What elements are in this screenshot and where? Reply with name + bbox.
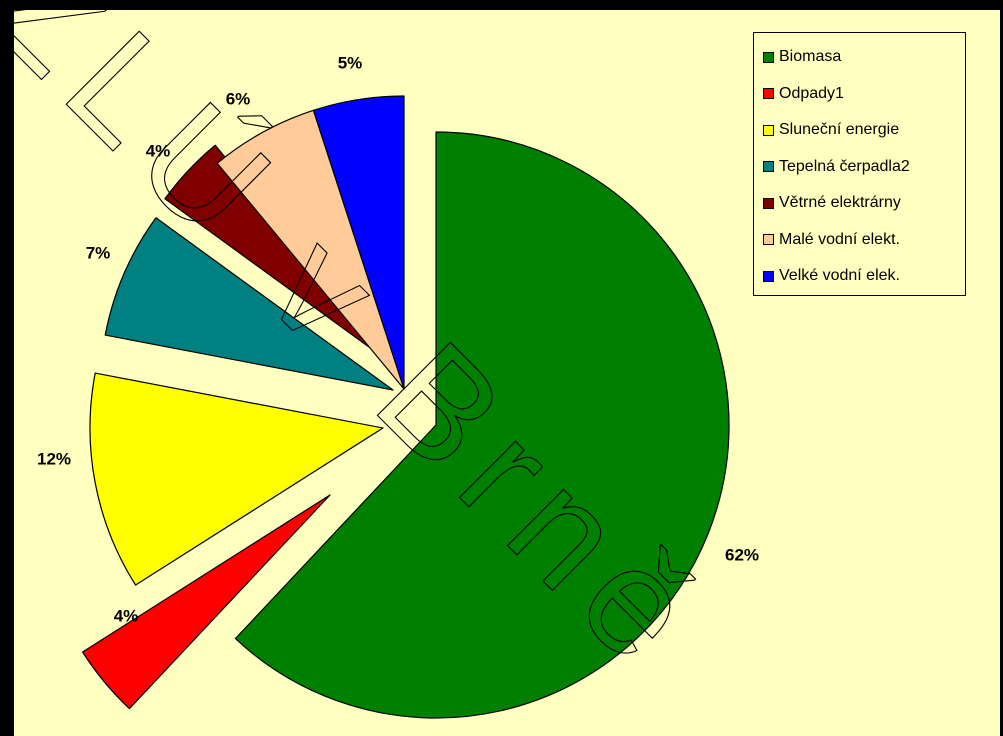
pie-slice-7 bbox=[312, 95, 405, 390]
legend-swatch bbox=[763, 234, 774, 246]
legend-item: Tepelná čerpadla2 bbox=[763, 149, 965, 186]
legend-swatch bbox=[763, 197, 774, 209]
pie-slice-3 bbox=[89, 372, 384, 586]
pie-slice-1 bbox=[234, 131, 730, 719]
slice-label-4: 7% bbox=[86, 243, 111, 262]
legend-item: Větrné elektrárny bbox=[763, 185, 965, 222]
legend-item: Malé vodní elekt. bbox=[763, 222, 965, 259]
legend-label: Sluneční energie bbox=[779, 121, 900, 139]
legend-item: Sluneční energie bbox=[763, 112, 965, 149]
legend-item: Velké vodní elek. bbox=[763, 258, 965, 295]
slice-label-6: 6% bbox=[226, 89, 251, 108]
slice-label-5: 4% bbox=[146, 141, 171, 160]
slice-label-7: 5% bbox=[338, 53, 363, 72]
pie-slices bbox=[82, 95, 730, 719]
pie-labels: 62% 4% 12% 7% 4% 6% 5% bbox=[37, 53, 759, 625]
slice-label-1: 62% bbox=[725, 545, 759, 564]
slice-label-2: 4% bbox=[114, 606, 139, 625]
legend-label: Velké vodní elek. bbox=[779, 267, 900, 285]
legend-label: Malé vodní elekt. bbox=[779, 230, 900, 248]
slice-label-3: 12% bbox=[37, 449, 71, 468]
legend-swatch bbox=[763, 270, 774, 282]
legend: Biomasa Odpady1 Sluneční energie Tepelná če… bbox=[753, 32, 966, 296]
legend-item: Odpady1 bbox=[763, 76, 965, 113]
legend-label: Větrné elektrárny bbox=[779, 194, 901, 212]
legend-item: Biomasa bbox=[763, 39, 965, 76]
legend-swatch bbox=[763, 51, 774, 63]
legend-swatch bbox=[763, 161, 774, 173]
legend-swatch bbox=[763, 88, 774, 100]
pie-slice-2 bbox=[82, 494, 331, 710]
legend-label: Odpady1 bbox=[779, 84, 844, 102]
legend-label: Tepelná čerpadla2 bbox=[779, 157, 910, 175]
pie-slice-4 bbox=[104, 217, 394, 391]
legend-label: Biomasa bbox=[779, 48, 842, 66]
legend-swatch bbox=[763, 124, 774, 136]
